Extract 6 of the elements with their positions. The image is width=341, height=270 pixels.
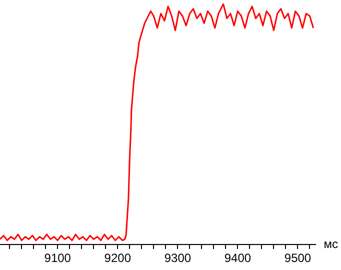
- x-tick-label: 9200: [104, 251, 132, 265]
- x-tick-label: 9400: [224, 251, 252, 265]
- x-axis-title: мс: [324, 237, 338, 251]
- x-tick-label: 9300: [164, 251, 192, 265]
- x-tick-label: 9100: [44, 251, 72, 265]
- x-tick-label: 9500: [284, 251, 312, 265]
